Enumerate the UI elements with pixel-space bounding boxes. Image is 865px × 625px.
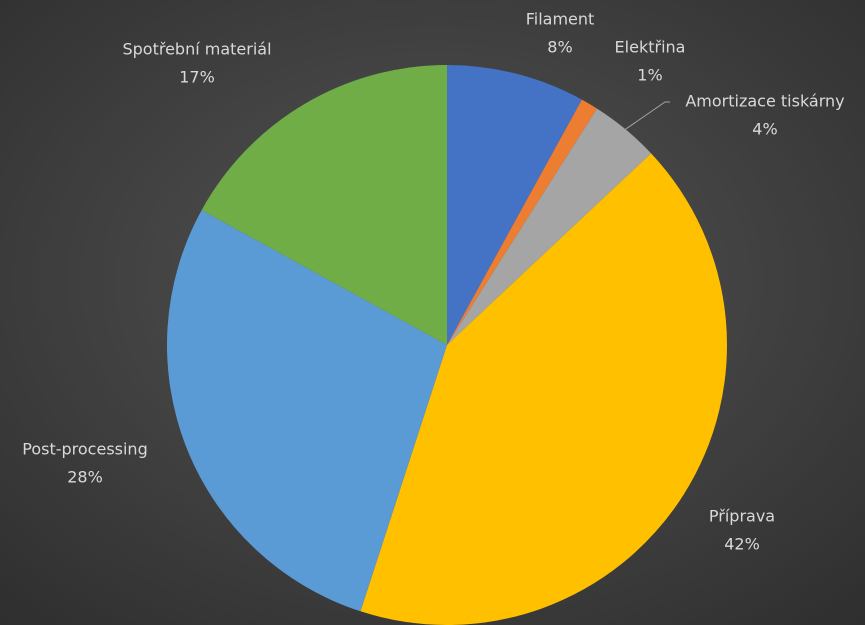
pie-slice: [447, 108, 652, 345]
slice-value-label: 1%: [637, 66, 662, 85]
slice-label: Post-processing: [22, 440, 147, 459]
slice-value-label: 8%: [547, 38, 572, 57]
slice-value-label: 28%: [67, 468, 103, 487]
slice-label: Elektřina: [615, 38, 686, 57]
pie-slice: [167, 210, 447, 612]
pie-slice: [201, 65, 447, 345]
pie-slice: [447, 99, 598, 346]
pie-slice: [447, 65, 582, 345]
slice-value-label: 4%: [752, 120, 777, 139]
slice-value-label: 17%: [179, 68, 215, 87]
slice-label: Spotřební materiál: [122, 40, 271, 59]
slice-value-label: 42%: [724, 535, 760, 554]
pie-slice: [360, 153, 728, 625]
slice-label: Filament: [526, 10, 595, 29]
slice-label: Příprava: [709, 507, 775, 526]
slice-label: Amortizace tiskárny: [685, 92, 844, 111]
leader-line: [625, 101, 670, 130]
